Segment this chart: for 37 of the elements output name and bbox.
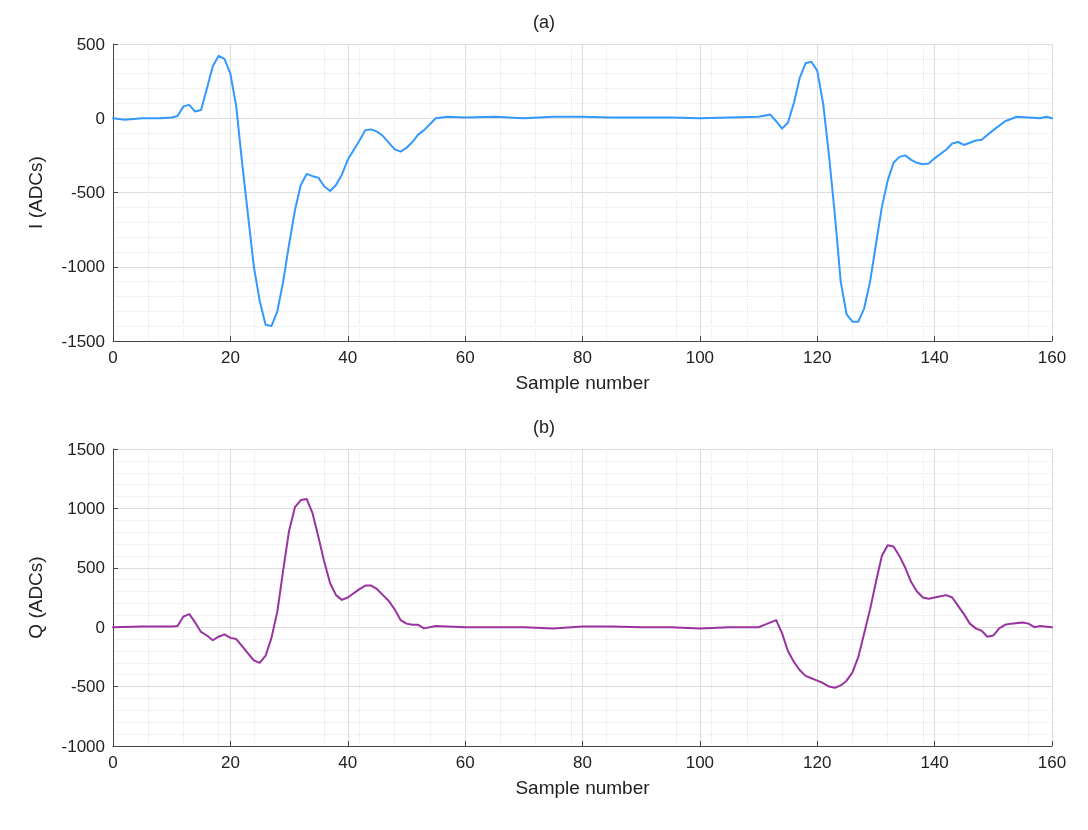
- line-series: [112, 54, 1053, 328]
- x-tick-label: 40: [338, 348, 358, 367]
- y-tick-label: 1500: [67, 439, 105, 459]
- y-axis-title: I (ADCs): [25, 156, 46, 229]
- line-series: [112, 497, 1053, 689]
- x-axis-title: Sample number: [515, 372, 651, 393]
- x-tick-label: 80: [573, 348, 592, 367]
- x-tick-label: 120: [803, 753, 832, 772]
- y-tick-label: 0: [95, 617, 105, 637]
- x-tick-label: 100: [685, 348, 715, 367]
- x-tick-label: 0: [108, 348, 118, 367]
- x-tick-label: 60: [455, 753, 475, 772]
- y-tick-label: -1000: [61, 736, 105, 756]
- y-tick-label: -1000: [61, 257, 105, 277]
- y-tick-label: -1500: [61, 331, 105, 351]
- x-tick-label: 20: [220, 348, 240, 367]
- y-tick-label: -500: [70, 677, 105, 697]
- x-axis-title: Sample number: [515, 777, 651, 798]
- y-tick-label: 500: [76, 34, 105, 54]
- x-tick-label: 140: [920, 753, 949, 772]
- chart-title: (a): [533, 12, 555, 32]
- y-axis-title: Q (ADCs): [25, 556, 46, 639]
- x-tick-label: 160: [1037, 348, 1067, 367]
- x-tick-label: 80: [573, 753, 592, 772]
- y-tick-label: 0: [95, 108, 105, 128]
- y-tick-label: 500: [76, 558, 105, 578]
- chart-title: (b): [533, 417, 555, 437]
- y-tick-label: -500: [70, 183, 105, 202]
- x-tick-label: 120: [803, 348, 832, 367]
- y-tick-label: 1000: [67, 498, 105, 518]
- x-tick-label: 40: [338, 753, 358, 772]
- x-tick-label: 160: [1037, 753, 1067, 772]
- x-tick-label: 140: [920, 348, 949, 367]
- x-tick-label: 0: [108, 753, 118, 772]
- x-tick-label: 20: [220, 753, 240, 772]
- x-tick-label: 100: [685, 753, 715, 772]
- x-tick-label: 60: [455, 348, 475, 367]
